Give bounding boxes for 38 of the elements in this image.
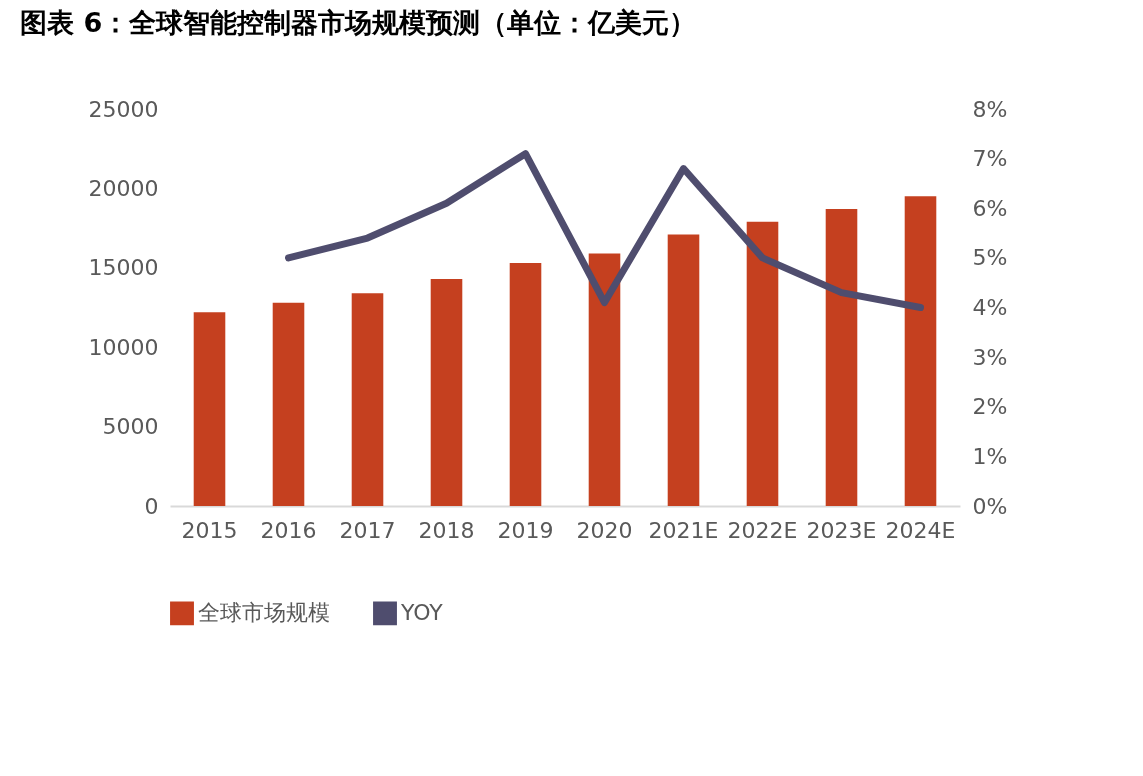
bar xyxy=(430,278,463,506)
bar xyxy=(825,209,858,506)
x-tick-label: 2018 xyxy=(418,517,475,543)
x-tick-label: 2023E xyxy=(806,517,877,543)
bar xyxy=(904,196,937,506)
bar xyxy=(667,234,700,506)
x-tick-label: 2020 xyxy=(576,517,633,543)
y2-tick-label: 7% xyxy=(972,146,1008,172)
x-tick-label: 2021E xyxy=(648,517,719,543)
bar xyxy=(193,312,226,506)
x-tick-label: 2024E xyxy=(885,517,956,543)
bar xyxy=(746,221,779,506)
bar xyxy=(351,293,384,506)
x-tick-label: 2017 xyxy=(339,517,396,543)
y2-tick-label: 5% xyxy=(972,245,1008,271)
legend-label: YOY xyxy=(400,600,444,626)
legend-label: 全球市场规模 xyxy=(198,600,330,626)
y-tick-label: 25000 xyxy=(88,96,159,122)
chart-title: 图表 6：全球智能控制器市场规模预测（单位：亿美元） xyxy=(20,7,697,38)
x-tick-label: 2015 xyxy=(181,517,238,543)
x-tick-label: 2016 xyxy=(260,517,317,543)
y-tick-label: 10000 xyxy=(88,334,159,360)
bar xyxy=(272,302,305,506)
y2-tick-label: 6% xyxy=(972,195,1008,221)
bar xyxy=(588,253,621,506)
x-tick-label: 2019 xyxy=(497,517,554,543)
y-tick-label: 20000 xyxy=(88,175,159,201)
y2-tick-label: 1% xyxy=(972,443,1008,469)
y2-tick-label: 4% xyxy=(972,295,1008,320)
y2-tick-label: 3% xyxy=(972,344,1008,370)
y-tick-label: 0 xyxy=(144,493,159,519)
y2-tick-label: 2% xyxy=(972,394,1008,420)
x-tick-label: 2022E xyxy=(727,517,798,543)
y2-tick-label: 8% xyxy=(972,96,1008,122)
y-tick-label: 5000 xyxy=(102,414,159,440)
bar xyxy=(509,263,542,506)
y-tick-label: 15000 xyxy=(88,255,159,281)
y2-tick-label: 0% xyxy=(972,493,1008,519)
